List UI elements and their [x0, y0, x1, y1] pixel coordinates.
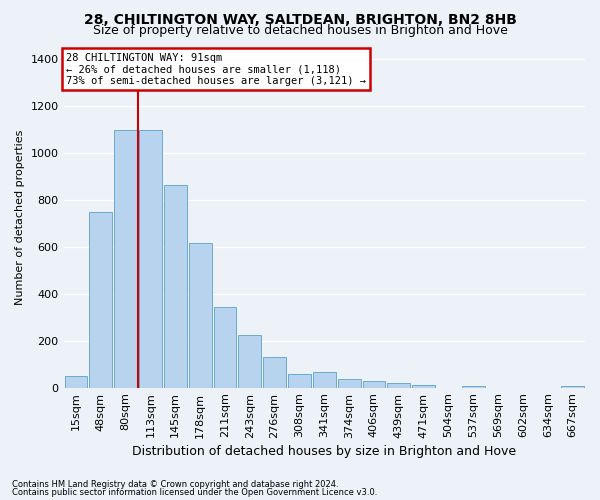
Bar: [362, 380, 385, 388]
Bar: [65, 376, 88, 388]
Bar: [114, 130, 137, 388]
Bar: [288, 374, 311, 388]
Bar: [388, 383, 410, 388]
Bar: [188, 244, 212, 388]
X-axis label: Distribution of detached houses by size in Brighton and Hove: Distribution of detached houses by size …: [132, 444, 517, 458]
Bar: [263, 357, 286, 388]
Bar: [313, 372, 335, 388]
Bar: [89, 212, 112, 388]
Text: Contains public sector information licensed under the Open Government Licence v3: Contains public sector information licen…: [12, 488, 377, 497]
Text: Size of property relative to detached houses in Brighton and Hove: Size of property relative to detached ho…: [92, 24, 508, 37]
Bar: [462, 386, 485, 388]
Text: 28, CHILTINGTON WAY, SALTDEAN, BRIGHTON, BN2 8HB: 28, CHILTINGTON WAY, SALTDEAN, BRIGHTON,…: [83, 12, 517, 26]
Bar: [164, 185, 187, 388]
Bar: [139, 130, 162, 388]
Text: Contains HM Land Registry data © Crown copyright and database right 2024.: Contains HM Land Registry data © Crown c…: [12, 480, 338, 489]
Bar: [561, 386, 584, 388]
Y-axis label: Number of detached properties: Number of detached properties: [15, 130, 25, 306]
Bar: [338, 380, 361, 388]
Bar: [214, 307, 236, 388]
Bar: [412, 385, 435, 388]
Bar: [238, 335, 261, 388]
Text: 28 CHILTINGTON WAY: 91sqm
← 26% of detached houses are smaller (1,118)
73% of se: 28 CHILTINGTON WAY: 91sqm ← 26% of detac…: [66, 52, 366, 86]
